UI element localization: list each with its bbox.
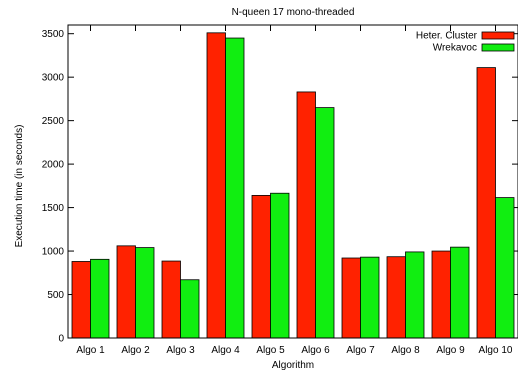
bar-wrekavoc-6 xyxy=(315,107,335,339)
x-axis-label: Algorithm xyxy=(272,360,314,371)
bar-wrekavoc-8 xyxy=(405,251,425,339)
legend-label: Wrekavoc xyxy=(433,43,477,54)
bar-wrekavoc-1 xyxy=(90,258,110,339)
bar-heter-cluster-2 xyxy=(116,245,136,339)
bar-wrekavoc-4 xyxy=(225,37,245,339)
y-tick-label: 3500 xyxy=(42,29,65,40)
plot-frame xyxy=(67,24,518,339)
bar-wrekavoc-5 xyxy=(270,192,290,339)
legend-swatch xyxy=(481,43,515,52)
y-tick-label: 2000 xyxy=(42,160,65,171)
bar-heter-cluster-5 xyxy=(251,195,271,339)
bar-heter-cluster-9 xyxy=(431,250,451,339)
y-tick-label: 1000 xyxy=(42,247,65,258)
bar-heter-cluster-10 xyxy=(476,67,496,339)
chart-title: N-queen 17 mono-threaded xyxy=(232,7,355,18)
y-tick-label: 1500 xyxy=(42,203,65,214)
x-tick-label: Algo 10 xyxy=(479,345,513,356)
y-tick-label: 2500 xyxy=(42,116,65,127)
y-tick-label: 500 xyxy=(47,290,64,301)
x-tick-label: Algo 2 xyxy=(121,345,150,356)
bar-heter-cluster-7 xyxy=(341,257,361,339)
bar-heter-cluster-4 xyxy=(206,32,226,339)
bar-wrekavoc-10 xyxy=(495,197,515,339)
y-axis: 0 500 1000 1500 2000 2500 3000 3500 xyxy=(42,29,518,345)
bar-wrekavoc-7 xyxy=(360,256,380,339)
bar-heter-cluster-6 xyxy=(296,91,316,339)
x-tick-label: Algo 3 xyxy=(166,345,195,356)
legend-swatch xyxy=(481,31,515,40)
legend-label: Heter. Cluster xyxy=(416,31,478,42)
bar-wrekavoc-2 xyxy=(135,247,155,339)
x-tick-label: Algo 5 xyxy=(256,345,285,356)
x-tick-label: Algo 9 xyxy=(436,345,465,356)
bars-group xyxy=(71,32,515,339)
x-tick-label: Algo 7 xyxy=(346,345,375,356)
x-axis: Algo 1 Algo 2 Algo 3 Algo 4 Algo 5 Algo 6 Algo… xyxy=(76,25,513,356)
bar-wrekavoc-9 xyxy=(450,246,470,339)
y-tick-label: 0 xyxy=(58,334,64,345)
y-axis-label: Execution time (in seconds) xyxy=(14,125,25,248)
bar-heter-cluster-1 xyxy=(71,261,91,339)
x-tick-label: Algo 6 xyxy=(301,345,330,356)
x-tick-label: Algo 4 xyxy=(211,345,240,356)
x-tick-label: Algo 1 xyxy=(76,345,105,356)
bar-heter-cluster-8 xyxy=(386,256,406,339)
bar-heter-cluster-3 xyxy=(161,260,181,339)
y-tick-label: 3000 xyxy=(42,73,65,84)
bar-wrekavoc-3 xyxy=(180,279,200,339)
x-tick-label: Algo 8 xyxy=(391,345,420,356)
